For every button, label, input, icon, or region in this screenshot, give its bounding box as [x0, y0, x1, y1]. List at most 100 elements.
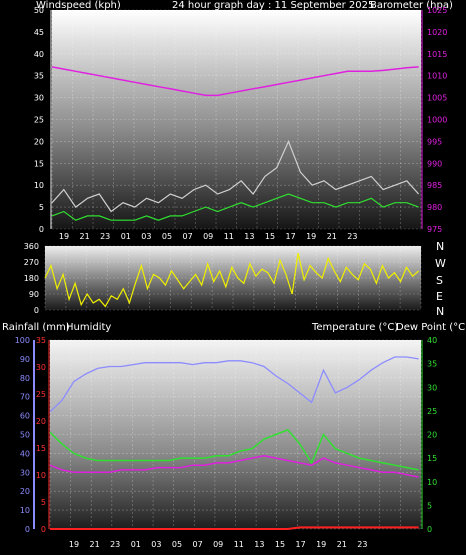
- wind-plot-background: [52, 10, 421, 229]
- baro-tick-label: 1000: [427, 116, 447, 125]
- humidity-tick-label: 90: [20, 355, 30, 364]
- wind-x-tick-label: 23: [100, 232, 110, 241]
- chart-title: 24 hour graph day : 11 September 2025: [172, 0, 375, 11]
- direction-tick-label: 180: [24, 274, 39, 283]
- baro-tick-label: 1025: [427, 6, 447, 15]
- temp-x-tick-label: 23: [357, 540, 367, 549]
- wind-tick-label: 45: [34, 28, 44, 37]
- temp-tick-label: 5: [427, 501, 432, 510]
- temp-x-tick-label: 11: [234, 540, 244, 549]
- humidity-tick-label: 50: [20, 431, 30, 440]
- wind-x-tick-label: 19: [306, 232, 316, 241]
- compass-label-e: E: [436, 290, 443, 303]
- humidity-tick-label: 60: [20, 412, 30, 421]
- temp-x-tick-label: 19: [69, 540, 79, 549]
- baro-tick-label: 1010: [427, 72, 447, 81]
- wind-x-tick-label: 17: [286, 232, 296, 241]
- baro-tick-label: 1015: [427, 50, 447, 59]
- temp-tick-label: 15: [427, 454, 437, 463]
- rainfall-line: [50, 526, 419, 530]
- windspeed-axis-title: Windspeed (kph): [36, 0, 121, 11]
- baro-tick-label: 985: [427, 181, 442, 190]
- wind-x-tick-label: 21: [80, 232, 90, 241]
- wind-tick-label: 30: [34, 94, 44, 103]
- temp-tick-label: 30: [427, 383, 437, 392]
- temp-x-tick-label: 19: [316, 540, 326, 549]
- humidity-axis-title: Humidity: [66, 322, 112, 333]
- temp-x-tick-label: 15: [275, 540, 285, 549]
- wind-x-tick-label: 01: [121, 232, 131, 241]
- humidity-tick-label: 0: [25, 525, 30, 534]
- wind-tick-label: 0: [39, 225, 44, 234]
- wind-tick-label: 50: [34, 6, 44, 15]
- temp-x-tick-label: 21: [90, 540, 100, 549]
- temperature-line: [49, 428, 419, 471]
- baro-tick-label: 995: [427, 137, 442, 146]
- barometer-axis-title: Barometer (hpa): [370, 0, 453, 11]
- temp-tick-label: 0: [427, 525, 432, 534]
- wind-tick-label: 10: [34, 181, 44, 190]
- rain-tick-label: 0: [41, 525, 46, 534]
- baro-tick-label: 1020: [427, 28, 447, 37]
- wind-direction-line: [44, 252, 419, 308]
- temp-x-tick-label: 01: [131, 540, 141, 549]
- temp-x-tick-label: 05: [172, 540, 182, 549]
- wind-x-tick-label: 21: [327, 232, 337, 241]
- wind-gust-line: [51, 139, 420, 213]
- direction-tick-label: 90: [29, 290, 39, 299]
- temp-x-tick-label: 09: [213, 540, 223, 549]
- data-series: [44, 66, 420, 530]
- rain-tick-label: 35: [36, 336, 46, 345]
- humidity-tick-label: 100: [15, 336, 30, 345]
- compass-label-n1: N: [436, 240, 445, 253]
- wind-average-line: [51, 193, 419, 221]
- temp-plot-background: [50, 340, 421, 529]
- baro-tick-label: 1005: [427, 94, 447, 103]
- temp-x-tick-label: 23: [110, 540, 120, 549]
- humidity-line: [49, 356, 419, 413]
- wind-tick-label: 5: [39, 203, 44, 212]
- direction-tick-label: 270: [24, 258, 39, 267]
- humidity-tick-label: 20: [20, 487, 30, 496]
- rain-tick-label: 20: [36, 417, 46, 426]
- wind-tick-label: 15: [34, 159, 44, 168]
- rain-tick-label: 5: [41, 498, 46, 507]
- temp-x-tick-label: 17: [296, 540, 306, 549]
- barometer-line: [51, 66, 419, 97]
- temp-tick-label: 40: [427, 336, 437, 345]
- wind-x-tick-label: 11: [224, 232, 234, 241]
- wind-x-tick-label: 03: [141, 232, 151, 241]
- compass-label-s: S: [436, 274, 443, 287]
- rain-tick-label: 15: [36, 444, 46, 453]
- humidity-tick-label: 10: [20, 506, 30, 515]
- wind-x-tick-label: 15: [265, 232, 275, 241]
- grid-lines: [33, 9, 423, 530]
- direction-plot-background: [45, 246, 421, 310]
- wind-x-tick-label: 19: [59, 232, 69, 241]
- temp-tick-label: 10: [427, 478, 437, 487]
- temp-x-tick-label: 21: [337, 540, 347, 549]
- wind-tick-label: 35: [34, 72, 44, 81]
- wind-tick-label: 20: [34, 137, 44, 146]
- temp-tick-label: 20: [427, 431, 437, 440]
- temp-tick-label: 25: [427, 407, 437, 416]
- temp-x-tick-label: 03: [151, 540, 161, 549]
- humidity-tick-label: 80: [20, 374, 30, 383]
- humidity-tick-label: 70: [20, 393, 30, 402]
- wind-x-tick-label: 09: [203, 232, 213, 241]
- rain-tick-label: 25: [36, 390, 46, 399]
- wind-x-tick-label: 23: [347, 232, 357, 241]
- dewpoint-line: [49, 455, 419, 478]
- wind-x-tick-label: 13: [244, 232, 254, 241]
- wind-x-tick-label: 05: [162, 232, 172, 241]
- rain-tick-label: 10: [36, 471, 46, 480]
- baro-tick-label: 980: [427, 203, 442, 212]
- wind-tick-label: 25: [34, 116, 44, 125]
- rain-tick-label: 30: [36, 363, 46, 372]
- direction-tick-label: 0: [34, 306, 39, 315]
- baro-tick-label: 990: [427, 159, 442, 168]
- rainfall-axis-title: Rainfall (mm): [2, 322, 70, 333]
- direction-tick-label: 360: [24, 242, 39, 251]
- wind-tick-label: 40: [34, 50, 44, 59]
